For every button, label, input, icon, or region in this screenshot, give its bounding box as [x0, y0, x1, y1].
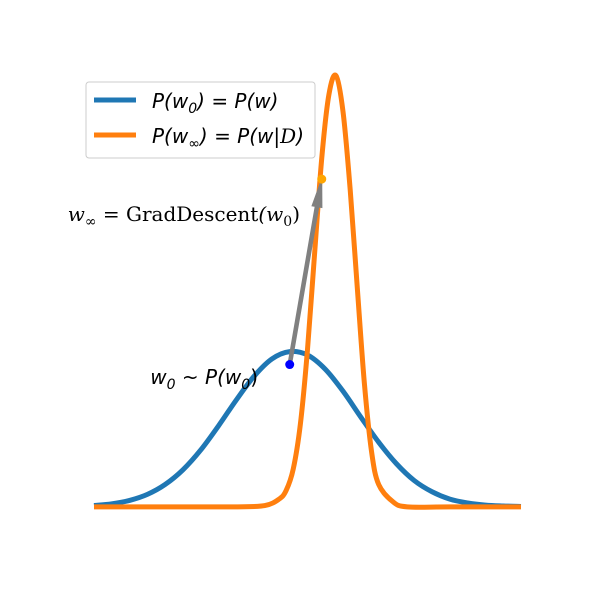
point-w0: [285, 360, 295, 370]
gradient-descent-arrow: [287, 178, 323, 366]
point-w-infinity: [317, 174, 327, 184]
legend-label-posterior: P(w∞) = P(w|D): [152, 124, 304, 152]
legend-label-prior: P(w0) = P(w): [152, 89, 278, 117]
annotation-prior-sample: w0 ~ P(w0): [150, 365, 258, 393]
series-line-posterior: [93, 72, 521, 510]
legend-frame: [85, 81, 316, 159]
annotation-grad-descent: w∞ = GradDescent(w0): [68, 202, 300, 230]
plot-area: [93, 72, 522, 510]
arrow-shape: [287, 178, 323, 366]
legend: P(w0) = P(w) P(w∞) = P(w|D): [85, 81, 316, 159]
